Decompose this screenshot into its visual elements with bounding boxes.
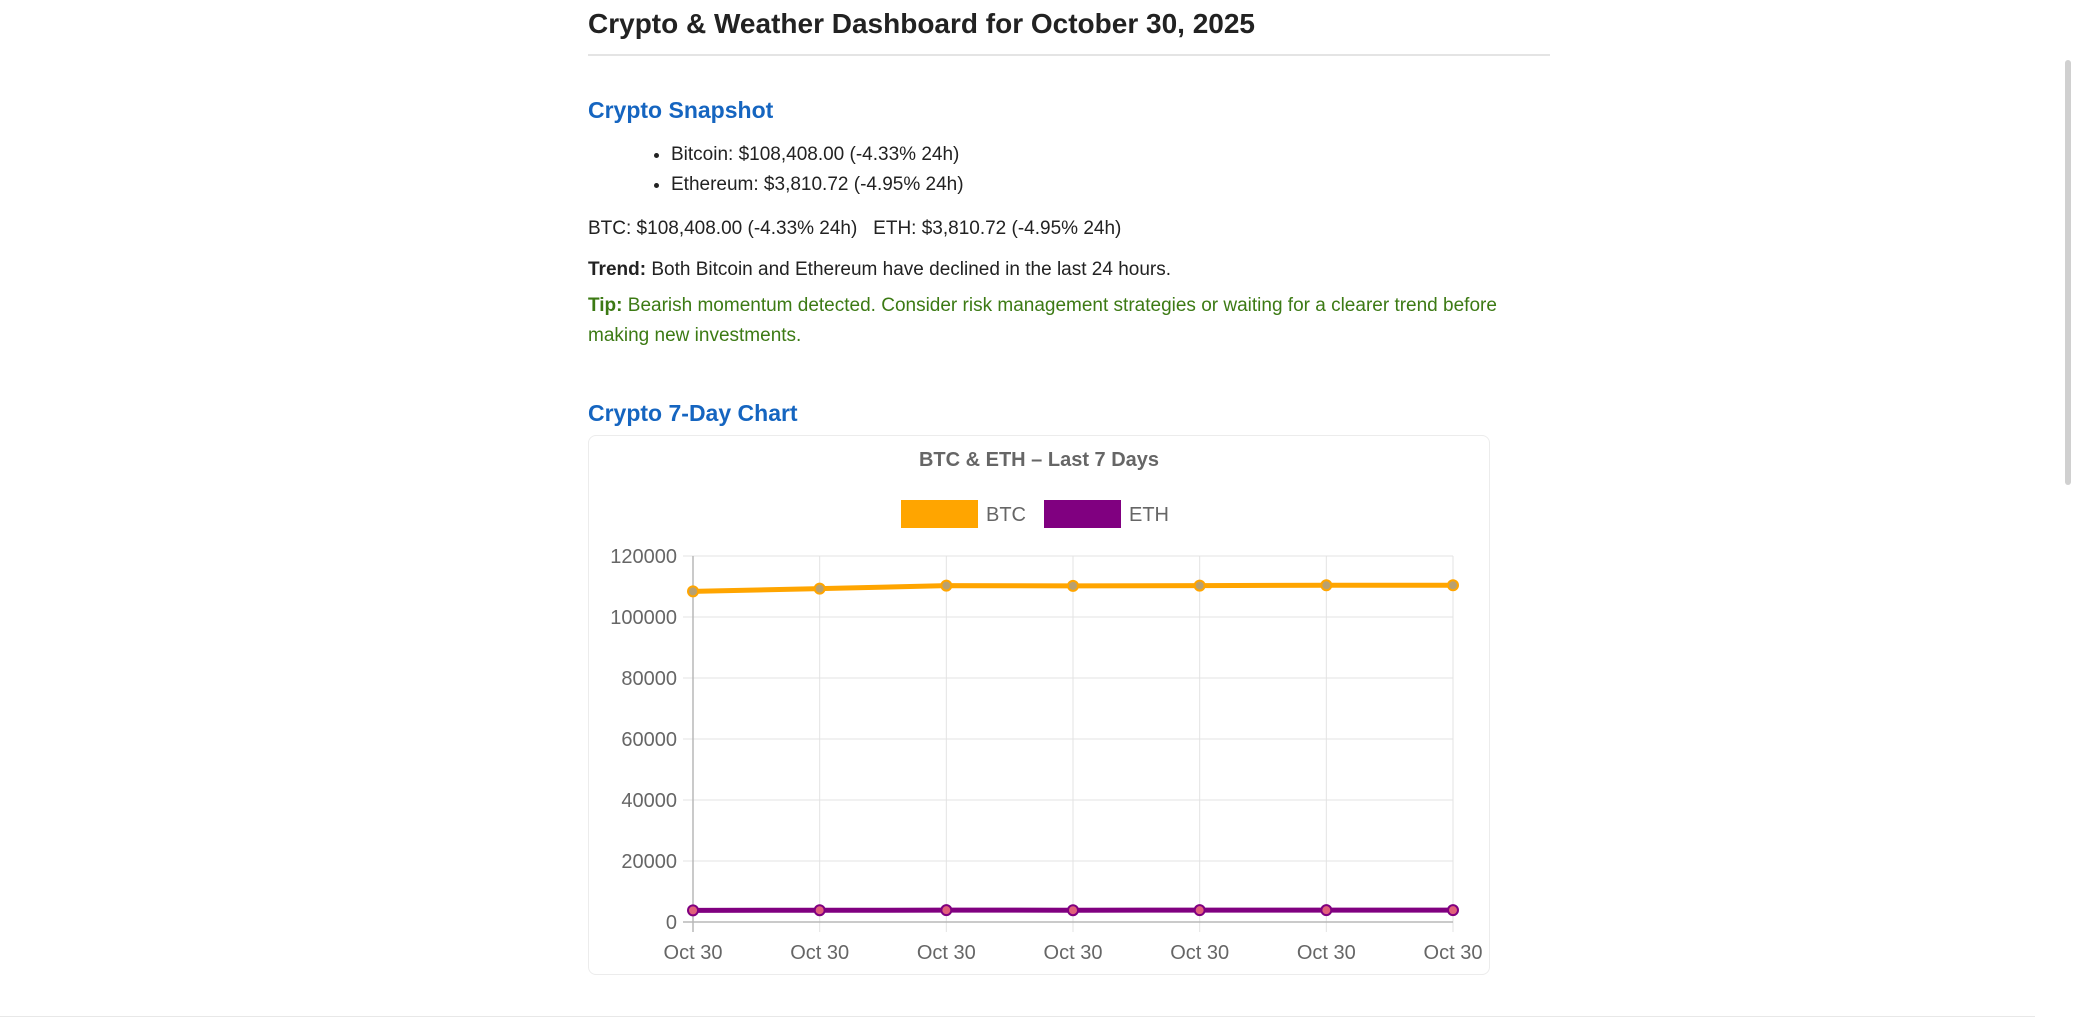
chart-grid (683, 555, 1454, 932)
trend-line: Trend: Both Bitcoin and Ethereum have de… (588, 257, 1550, 283)
eth-data-point[interactable] (813, 904, 826, 917)
scrollbar[interactable] (2063, 0, 2073, 1030)
x-tick-label: Oct 30 (1170, 942, 1229, 964)
y-tick-label: 0 (666, 912, 677, 934)
btc-data-point[interactable] (940, 579, 953, 592)
y-tick-label: 100000 (610, 607, 677, 629)
x-tick-label: Oct 30 (1044, 942, 1103, 964)
list-item-ethereum: Ethereum: $3,810.72 (-4.95% 24h) (671, 170, 1550, 200)
btc-data-point[interactable] (1067, 579, 1079, 592)
y-tick-label: 40000 (621, 790, 677, 812)
chart-series (687, 579, 1459, 917)
y-tick-label: 20000 (621, 851, 677, 873)
eth-data-point[interactable] (687, 904, 699, 917)
x-tick-label: Oct 30 (664, 942, 723, 964)
x-tick-label: Oct 30 (917, 942, 976, 964)
legend-swatch-eth (1044, 500, 1121, 528)
chart-axes: 0 20000 40000 60000 80000 100000 120000 Oct 30 O… (610, 546, 1482, 964)
chart-title: BTC & ETH – Last 7 Days (919, 449, 1159, 471)
eth-data-point[interactable] (940, 904, 953, 917)
legend-label-eth: ETH (1129, 504, 1169, 526)
crypto-line-chart: BTC & ETH – Last 7 Days BTC ETH 0 20000 400… (610, 449, 1482, 964)
tip-line: Tip: Bearish momentum detected. Consider… (588, 291, 1550, 351)
eth-data-point[interactable] (1447, 904, 1459, 917)
eth-data-point[interactable] (1193, 904, 1206, 917)
eth-data-point[interactable] (1067, 904, 1079, 917)
chart-legend: BTC ETH (901, 500, 1169, 528)
crypto-summary-line: BTC: $108,408.00 (-4.33% 24h) ETH: $3,81… (588, 218, 1122, 239)
x-tick-label: Oct 30 (1424, 942, 1483, 964)
btc-data-point[interactable] (687, 585, 699, 598)
btc-data-point[interactable] (813, 582, 826, 595)
legend-item-btc[interactable]: BTC (901, 500, 1026, 528)
btc-data-point[interactable] (1320, 579, 1333, 592)
list-item-bitcoin: Bitcoin: $108,408.00 (-4.33% 24h) (671, 140, 1550, 170)
bottom-divider (0, 1016, 2035, 1017)
legend-label-btc: BTC (986, 504, 1026, 526)
legend-swatch-btc (901, 500, 978, 528)
crypto-snapshot-heading: Crypto Snapshot (588, 97, 774, 123)
crypto-chart-heading: Crypto 7-Day Chart (588, 400, 798, 426)
y-tick-label: 80000 (621, 668, 677, 690)
y-tick-label: 120000 (610, 546, 677, 568)
tip-text: Bearish momentum detected. Consider risk… (588, 295, 1497, 346)
x-tick-label: Oct 30 (1297, 942, 1356, 964)
x-tick-label: Oct 30 (790, 942, 849, 964)
scrollbar-thumb[interactable] (2065, 60, 2071, 485)
btc-data-point[interactable] (1193, 579, 1206, 592)
trend-text: Both Bitcoin and Ethereum have declined … (651, 259, 1172, 280)
dashboard-content: Crypto & Weather Dashboard for October 3… (588, 0, 1550, 427)
crypto-price-list: Bitcoin: $108,408.00 (-4.33% 24h) Ethere… (588, 140, 1550, 200)
chart-card: BTC & ETH – Last 7 Days BTC ETH 0 20000 400… (588, 435, 1490, 975)
page-title: Crypto & Weather Dashboard for October 3… (588, 0, 1550, 56)
legend-item-eth[interactable]: ETH (1044, 500, 1169, 528)
trend-label: Trend: (588, 259, 647, 280)
btc-data-point[interactable] (1447, 579, 1459, 592)
tip-label: Tip: (588, 295, 623, 316)
y-tick-label: 60000 (621, 729, 677, 751)
eth-data-point[interactable] (1320, 904, 1333, 917)
